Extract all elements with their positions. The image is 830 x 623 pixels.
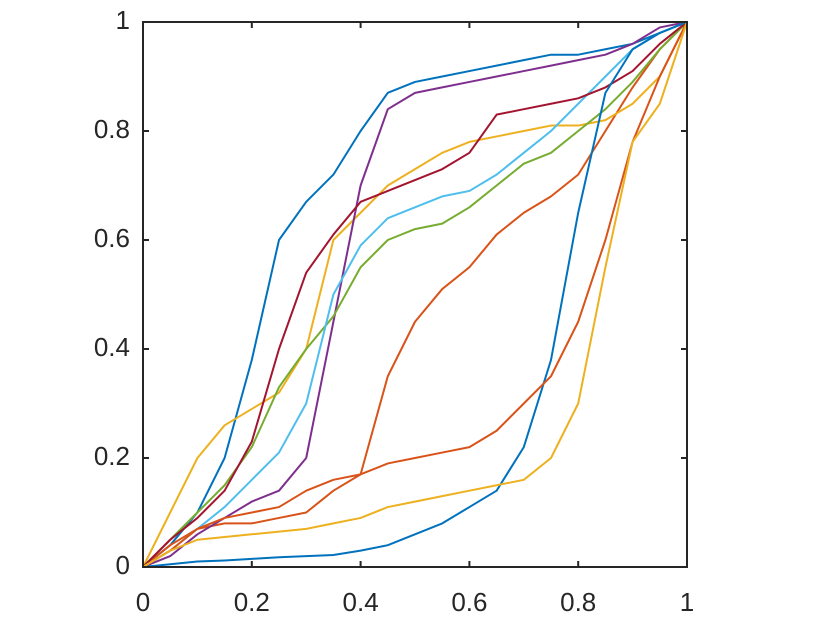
y-tick-label: 0.8 — [94, 114, 130, 144]
x-tick-label: 0.2 — [234, 587, 270, 617]
line — [142, 21, 688, 568]
line — [142, 21, 688, 568]
line — [142, 21, 688, 568]
y-tick-label: 1 — [116, 5, 130, 35]
line — [142, 21, 688, 568]
y-tick-label: 0.4 — [94, 332, 130, 362]
x-tick-label: 0 — [136, 587, 150, 617]
line — [142, 21, 688, 568]
y-tick-label: 0 — [116, 550, 130, 580]
x-tick-label: 0.8 — [560, 587, 596, 617]
axes-box — [142, 21, 688, 568]
line — [142, 21, 688, 568]
x-tick-label: 0.4 — [343, 587, 379, 617]
x-tick-label: 0.6 — [451, 587, 487, 617]
line — [142, 21, 688, 568]
y-tick-label: 0.6 — [94, 223, 130, 253]
line — [142, 21, 688, 568]
line — [142, 21, 688, 568]
y-tick-label: 0.2 — [94, 441, 130, 471]
line — [142, 21, 688, 568]
x-tick-label: 1 — [680, 587, 694, 617]
